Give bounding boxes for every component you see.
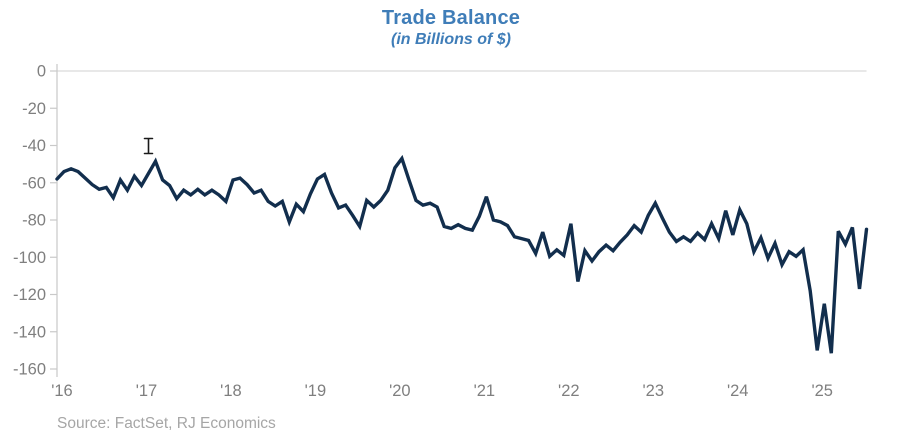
x-tick-label: '16: [51, 382, 73, 400]
chart-subtitle: (in Billions of $): [391, 31, 511, 48]
y-tick-label: 0: [37, 63, 46, 81]
y-tick-label: -100: [13, 249, 46, 267]
y-tick-label: -40: [22, 137, 46, 155]
source-note: Source: FactSet, RJ Economics: [57, 415, 276, 432]
y-tick-label: -20: [22, 100, 46, 118]
y-tick-label: -120: [13, 286, 46, 304]
x-tick-label: '20: [389, 382, 411, 400]
x-tick-label: '22: [558, 382, 580, 400]
y-tick-label: -140: [13, 323, 46, 341]
x-tick-label: '23: [643, 382, 665, 400]
x-tick-label: '24: [727, 382, 749, 400]
x-tick-label: '17: [136, 382, 158, 400]
trade-balance-line: [55, 154, 869, 354]
text-cursor-ibeam: [143, 137, 154, 155]
chart-title: Trade Balance: [381, 7, 521, 29]
x-tick-label: '18: [220, 382, 242, 400]
x-tick-label: '25: [811, 382, 833, 400]
x-tick-label: '19: [305, 382, 327, 400]
y-tick-label: -80: [22, 212, 46, 230]
y-tick-label: -160: [13, 361, 46, 379]
y-tick-label: -60: [22, 174, 46, 192]
x-tick-label: '21: [474, 382, 496, 400]
